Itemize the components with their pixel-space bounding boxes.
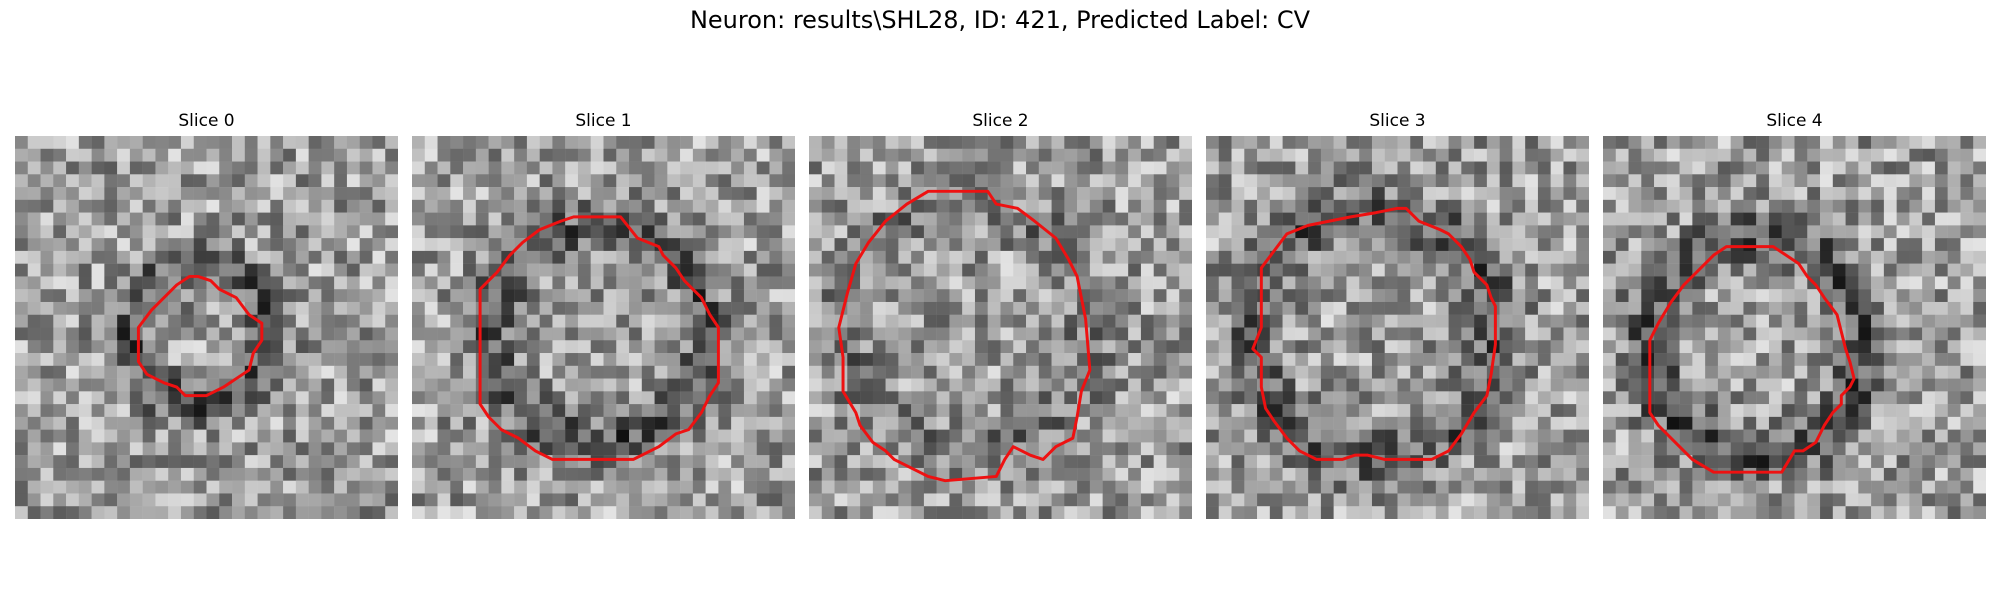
slice-panel-2: Slice 2	[809, 110, 1192, 519]
slice-panel-4: Slice 4	[1603, 110, 1986, 519]
membrane-outline-1	[478, 215, 720, 461]
pixel-grid-4	[1603, 136, 1986, 519]
membrane-outline-3	[1251, 206, 1497, 461]
pixel-grid-1	[412, 136, 795, 519]
slice-panel-3: Slice 3	[1206, 110, 1589, 519]
pixel-grid-2	[809, 136, 1192, 519]
slice-image-0	[15, 136, 398, 519]
slice-title-4: Slice 4	[1766, 111, 1823, 131]
slice-title-3: Slice 3	[1369, 111, 1426, 131]
figure-title: Neuron: results\SHL28, ID: 421, Predicte…	[689, 6, 1311, 34]
slice-image-2	[809, 136, 1192, 519]
pixel-grid-3	[1206, 136, 1589, 519]
membrane-outline-0	[136, 274, 264, 398]
slice-title-1: Slice 1	[575, 111, 632, 131]
slice-image-3	[1206, 136, 1589, 519]
slice-panel-1: Slice 1	[412, 110, 795, 519]
membrane-outline-4	[1648, 245, 1856, 474]
membrane-outline-2	[837, 189, 1092, 483]
slice-title-2: Slice 2	[972, 111, 1029, 131]
slice-image-1	[412, 136, 795, 519]
slice-image-4	[1603, 136, 1986, 519]
slice-title-0: Slice 0	[178, 111, 235, 131]
slice-panel-0: Slice 0	[15, 110, 398, 519]
pixel-grid-0	[15, 136, 398, 519]
